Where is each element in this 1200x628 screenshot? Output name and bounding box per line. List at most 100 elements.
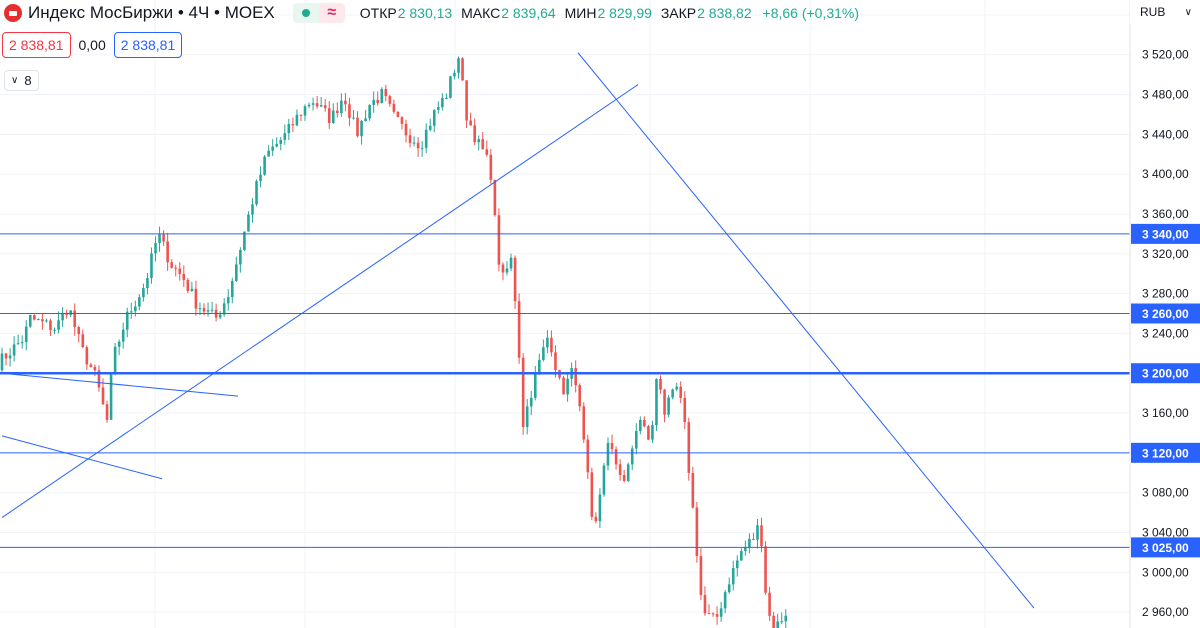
candle-body bbox=[380, 89, 384, 104]
candle-body bbox=[210, 309, 214, 311]
candle-body bbox=[356, 117, 359, 137]
candle-body bbox=[634, 431, 638, 449]
candle-body bbox=[89, 364, 93, 367]
candle-body bbox=[408, 135, 412, 143]
candle-body bbox=[723, 592, 727, 609]
candle-body bbox=[554, 352, 557, 371]
candle-body bbox=[590, 472, 594, 517]
candle-body bbox=[16, 343, 20, 345]
candle-body bbox=[493, 179, 497, 216]
candle-body bbox=[348, 104, 351, 118]
candle-body bbox=[218, 314, 222, 318]
spread-value: 0,00 bbox=[78, 37, 106, 53]
close-value: 2 838,82 bbox=[697, 5, 752, 21]
candle-body bbox=[174, 267, 178, 269]
candle-body bbox=[477, 139, 481, 143]
candle-body bbox=[630, 448, 634, 465]
candle-body bbox=[760, 525, 763, 547]
y-tick-label: 3 360,00 bbox=[1142, 207, 1189, 221]
candle-body bbox=[77, 327, 81, 335]
candle-body bbox=[263, 156, 266, 175]
candle-body bbox=[675, 386, 678, 390]
candle-body bbox=[267, 150, 270, 157]
candle-body bbox=[622, 474, 626, 481]
candle-body bbox=[303, 106, 307, 116]
candle-body bbox=[715, 614, 719, 617]
y-tick-label: 3 320,00 bbox=[1142, 247, 1189, 261]
candle-body bbox=[776, 621, 779, 628]
candle-body bbox=[481, 139, 485, 150]
candle-body bbox=[352, 117, 355, 119]
candle-body bbox=[194, 288, 198, 309]
level-price-label: 3 340,00 bbox=[1142, 227, 1189, 241]
candle-body bbox=[105, 404, 109, 420]
candle-body bbox=[206, 310, 210, 312]
approx-data-icon[interactable]: ≈ bbox=[318, 3, 345, 23]
candle-body bbox=[703, 594, 707, 614]
y-tick-label: 3 040,00 bbox=[1142, 525, 1189, 539]
candle-body bbox=[752, 538, 755, 540]
candle-body bbox=[420, 147, 424, 149]
candle-body bbox=[655, 379, 658, 426]
currency-selector[interactable]: RUB ∨ bbox=[1130, 0, 1200, 24]
candle-body bbox=[146, 278, 149, 289]
candle-body bbox=[768, 592, 771, 616]
candle-body bbox=[505, 268, 509, 273]
candle-body bbox=[756, 525, 759, 540]
candle-body bbox=[683, 397, 687, 423]
candle-body bbox=[707, 613, 711, 615]
symbol-title[interactable]: Индекс МосБиржи • 4Ч • MOEX bbox=[28, 3, 275, 22]
market-status-icon[interactable] bbox=[292, 3, 319, 23]
candle-body bbox=[368, 104, 371, 119]
high-value: 2 839,64 bbox=[501, 5, 556, 21]
candle-body bbox=[291, 124, 295, 126]
candle-body bbox=[643, 419, 646, 427]
candle-body bbox=[243, 231, 246, 250]
candle-body bbox=[566, 378, 569, 395]
candle-body bbox=[202, 308, 206, 312]
candle-body bbox=[416, 142, 420, 149]
sell-button[interactable]: 2 838,81 bbox=[2, 32, 71, 58]
candle-body bbox=[271, 146, 274, 151]
candle-body bbox=[61, 313, 64, 321]
candle-body bbox=[113, 346, 117, 375]
candle-body bbox=[360, 121, 363, 137]
candle-body bbox=[259, 174, 262, 182]
candle-body bbox=[400, 117, 404, 124]
candle-body bbox=[121, 329, 125, 342]
candle-body bbox=[198, 308, 202, 310]
candle-body bbox=[610, 442, 614, 450]
candle-body bbox=[586, 439, 590, 473]
candle-body bbox=[744, 547, 747, 552]
candle-body bbox=[376, 99, 380, 104]
trend-line bbox=[577, 52, 1035, 609]
candle-body bbox=[711, 613, 715, 615]
candle-body bbox=[150, 253, 153, 279]
candle-body bbox=[432, 109, 436, 126]
candle-body bbox=[546, 337, 549, 348]
candle-body bbox=[340, 100, 343, 114]
candle-body bbox=[73, 310, 77, 328]
y-tick-label: 2 960,00 bbox=[1142, 605, 1189, 619]
candle-body bbox=[457, 58, 460, 73]
level-price-tag bbox=[1131, 363, 1200, 384]
candle-body bbox=[323, 105, 327, 109]
candle-body bbox=[663, 389, 666, 415]
candle-body bbox=[279, 139, 283, 144]
candle-body bbox=[109, 374, 113, 420]
indicators-toggle[interactable]: ∨ 8 bbox=[4, 70, 39, 91]
candle-body bbox=[364, 118, 367, 122]
candle-body bbox=[239, 249, 242, 265]
candle-body bbox=[384, 89, 388, 97]
candle-body bbox=[190, 288, 194, 291]
candle-body bbox=[315, 103, 319, 107]
candle-body bbox=[594, 516, 598, 522]
open-label: ОТКР bbox=[359, 5, 397, 21]
candle-body bbox=[287, 124, 291, 134]
candle-body bbox=[158, 234, 161, 244]
candle-body bbox=[178, 268, 182, 274]
buy-button[interactable]: 2 838,81 bbox=[113, 32, 183, 58]
candle-body bbox=[679, 386, 683, 398]
level-price-label: 3 200,00 bbox=[1142, 367, 1189, 381]
